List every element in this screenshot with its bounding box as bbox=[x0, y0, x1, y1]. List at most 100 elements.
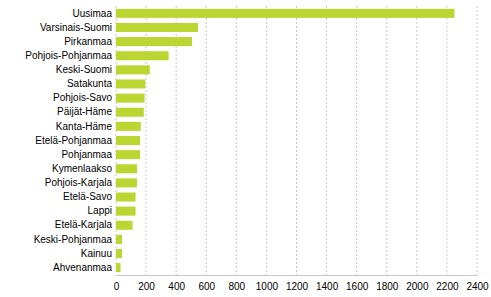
x-tick-label: 1000 bbox=[256, 281, 279, 292]
bar bbox=[116, 164, 137, 173]
bar bbox=[116, 122, 141, 131]
bars bbox=[116, 9, 454, 272]
bar bbox=[116, 221, 133, 230]
y-tick: Uusimaa bbox=[73, 8, 116, 19]
x-tick: 200 bbox=[138, 275, 155, 292]
y-tick-label: Pohjois-Pohjanmaa bbox=[25, 50, 112, 61]
y-tick-label: Ahvenanmaa bbox=[53, 262, 112, 273]
bar bbox=[116, 207, 136, 216]
y-tick: Pohjois-Savo bbox=[53, 92, 116, 103]
x-tick-label: 1600 bbox=[346, 281, 369, 292]
x-tick: 600 bbox=[198, 275, 215, 292]
grid-line bbox=[146, 6, 147, 275]
y-tick: Etelä-Pohjanmaa bbox=[35, 135, 116, 146]
chart: 0 200 400 600 800 1000 1200 1400 1600 1800 2000 220… bbox=[0, 0, 491, 297]
x-tick: 800 bbox=[228, 275, 245, 292]
x-tick: 1400 bbox=[316, 275, 339, 292]
grid-line bbox=[416, 6, 417, 275]
y-tick-label: Varsinais-Suomi bbox=[40, 22, 112, 33]
x-tick-label: 2400 bbox=[466, 281, 489, 292]
bar bbox=[116, 108, 144, 117]
grid-line bbox=[236, 6, 237, 275]
y-tick: Ahvenanmaa bbox=[53, 262, 116, 273]
bar bbox=[116, 192, 136, 201]
bar bbox=[116, 65, 150, 74]
x-tick-label: 800 bbox=[228, 281, 245, 292]
bar bbox=[116, 178, 137, 187]
y-tick-label: Pohjanmaa bbox=[61, 149, 112, 160]
y-tick: Lappi bbox=[88, 205, 116, 216]
y-tick: Satakunta bbox=[67, 78, 116, 89]
y-axis: Uusimaa Varsinais-Suomi Pirkanmaa Pohjois-P… bbox=[25, 7, 116, 276]
x-axis-line bbox=[117, 275, 478, 276]
y-tick-label: Kanta-Häme bbox=[56, 121, 113, 132]
x-tick-label: 0 bbox=[114, 281, 120, 292]
y-tick-label: Kainuu bbox=[81, 248, 112, 259]
grid-line bbox=[296, 6, 297, 275]
y-tick: Päijät-Häme bbox=[57, 106, 116, 117]
x-tick: 1000 bbox=[256, 275, 279, 292]
x-tick-label: 2000 bbox=[406, 281, 429, 292]
x-tick: 0 bbox=[114, 275, 120, 292]
x-axis: 0 200 400 600 800 1000 1200 1400 1600 1800 2000 220… bbox=[114, 275, 489, 292]
y-tick-label: Uusimaa bbox=[73, 8, 113, 19]
bar bbox=[116, 51, 169, 60]
y-tick-label: Pohjois-Karjala bbox=[45, 177, 113, 188]
x-tick-label: 600 bbox=[198, 281, 215, 292]
bar bbox=[116, 136, 140, 145]
bar bbox=[116, 235, 122, 244]
x-tick-label: 200 bbox=[138, 281, 155, 292]
x-tick-label: 1800 bbox=[376, 281, 399, 292]
x-tick: 2200 bbox=[436, 275, 459, 292]
bar bbox=[116, 9, 454, 18]
y-tick: Pirkanmaa bbox=[64, 36, 116, 47]
bar-group bbox=[116, 9, 454, 272]
x-tick: 1600 bbox=[346, 275, 369, 292]
y-tick-label: Kymenlaakso bbox=[52, 163, 112, 174]
y-tick: Pohjanmaa bbox=[61, 149, 116, 160]
y-tick: Kainuu bbox=[81, 248, 116, 259]
x-tick: 2400 bbox=[466, 275, 489, 292]
x-tick: 2000 bbox=[406, 275, 429, 292]
grid-line bbox=[326, 6, 327, 275]
x-tick: 1200 bbox=[286, 275, 309, 292]
y-tick: Etelä-Savo bbox=[63, 191, 116, 202]
y-tick-label: Lappi bbox=[88, 205, 112, 216]
bar bbox=[116, 23, 198, 32]
x-tick: 1800 bbox=[376, 275, 399, 292]
y-tick: Kymenlaakso bbox=[52, 163, 116, 174]
y-tick-label: Satakunta bbox=[67, 78, 112, 89]
bar bbox=[116, 37, 192, 46]
y-tick-label: Päijät-Häme bbox=[57, 106, 112, 117]
y-tick-label: Etelä-Savo bbox=[63, 191, 112, 202]
grid-line bbox=[386, 6, 387, 275]
y-tick-label: Keski-Suomi bbox=[56, 64, 112, 75]
grid bbox=[116, 6, 477, 275]
bar bbox=[116, 94, 145, 103]
y-tick: Pohjois-Karjala bbox=[45, 177, 116, 188]
grid-line bbox=[176, 6, 177, 275]
y-tick: Keski-Suomi bbox=[56, 64, 116, 75]
y-tick: Varsinais-Suomi bbox=[40, 22, 116, 33]
y-tick: Kanta-Häme bbox=[56, 121, 116, 132]
grid-line bbox=[477, 6, 478, 275]
bar bbox=[116, 79, 145, 88]
y-tick-label: Etelä-Karjala bbox=[55, 219, 113, 230]
y-tick-label: Pirkanmaa bbox=[64, 36, 112, 47]
grid-line bbox=[356, 6, 357, 275]
y-tick: Pohjois-Pohjanmaa bbox=[25, 50, 116, 61]
x-tick: 400 bbox=[168, 275, 185, 292]
y-tick: Keski-Pohjanmaa bbox=[34, 234, 116, 245]
x-tick-label: 400 bbox=[168, 281, 185, 292]
bar bbox=[116, 263, 121, 272]
grid-line bbox=[206, 6, 207, 275]
plot: 0 200 400 600 800 1000 1200 1400 1600 1800 2000 220… bbox=[25, 6, 489, 292]
y-tick-label: Etelä-Pohjanmaa bbox=[35, 135, 112, 146]
y-tick-label: Keski-Pohjanmaa bbox=[34, 234, 113, 245]
x-tick-label: 1400 bbox=[316, 281, 339, 292]
y-tick-label: Pohjois-Savo bbox=[53, 92, 112, 103]
y-tick: Etelä-Karjala bbox=[55, 219, 116, 230]
bar bbox=[116, 249, 122, 258]
x-tick-label: 1200 bbox=[286, 281, 309, 292]
grid-line bbox=[266, 6, 267, 275]
